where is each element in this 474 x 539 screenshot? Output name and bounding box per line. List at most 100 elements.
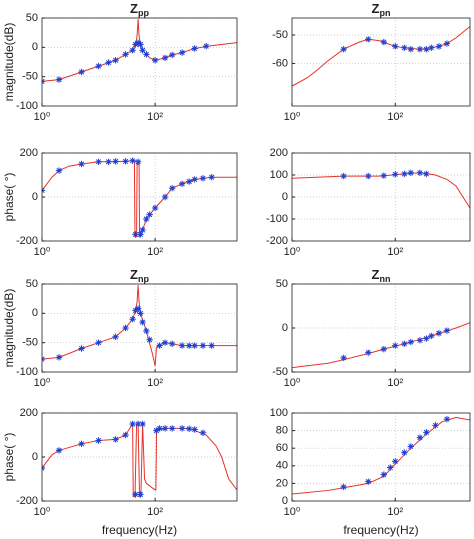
star-marker bbox=[380, 38, 388, 46]
star-marker bbox=[407, 169, 415, 176]
star-marker bbox=[423, 46, 430, 53]
y-tick-label: 100 bbox=[270, 407, 288, 419]
star-marker bbox=[95, 62, 102, 70]
star-marker bbox=[392, 458, 399, 465]
y-tick-label: -100 bbox=[16, 100, 38, 112]
y-tick-label: 0 bbox=[32, 41, 38, 53]
star-marker bbox=[78, 68, 85, 76]
x-tick-label: 10² bbox=[387, 246, 403, 258]
star-marker bbox=[146, 336, 153, 343]
star-marker bbox=[340, 46, 347, 53]
title-subscript: pn bbox=[379, 8, 390, 18]
star-marker bbox=[199, 175, 207, 182]
y-tick-label: -50 bbox=[22, 337, 38, 349]
subplot-title: Znp bbox=[130, 267, 149, 284]
subplot: 0 20 40 60 80 100 10⁰ 10² frequency(Hz) bbox=[270, 407, 471, 537]
star-marker bbox=[178, 342, 186, 349]
y-axis-label: magnitude(dB) bbox=[2, 23, 16, 102]
star-marker bbox=[380, 345, 388, 353]
plot-area bbox=[292, 413, 470, 501]
star-marker bbox=[137, 231, 144, 238]
plot-area bbox=[292, 284, 470, 372]
star-marker bbox=[387, 464, 394, 471]
star-marker bbox=[134, 305, 142, 312]
y-tick-label: 200 bbox=[20, 407, 38, 419]
star-marker bbox=[78, 345, 85, 352]
title-main: Z bbox=[372, 267, 380, 282]
y-tick-label: 200 bbox=[20, 147, 38, 159]
star-marker bbox=[132, 41, 139, 48]
star-marker bbox=[407, 443, 415, 450]
y-tick-label: 100 bbox=[270, 169, 288, 181]
star-marker bbox=[168, 425, 176, 432]
star-marker bbox=[139, 226, 146, 234]
y-tick-label: -200 bbox=[266, 235, 288, 247]
x-tick-label: 10² bbox=[387, 506, 403, 518]
star-marker bbox=[380, 172, 388, 179]
star-marker bbox=[185, 178, 193, 185]
star-marker bbox=[156, 342, 163, 349]
star-marker bbox=[139, 420, 146, 428]
star-marker bbox=[380, 471, 388, 478]
star-marker bbox=[191, 176, 198, 183]
star-marker bbox=[137, 491, 144, 498]
star-marker bbox=[401, 44, 408, 52]
star-marker bbox=[443, 415, 451, 423]
star-marker bbox=[407, 338, 415, 346]
title-subscript: np bbox=[138, 274, 149, 284]
star-marker bbox=[161, 425, 169, 432]
star-marker bbox=[129, 420, 136, 428]
star-marker bbox=[392, 171, 399, 178]
y-tick-label: -50 bbox=[272, 366, 288, 378]
y-tick-label: 0 bbox=[32, 191, 38, 203]
star-marker bbox=[129, 316, 136, 323]
star-marker bbox=[143, 327, 150, 335]
y-tick-label: 50 bbox=[26, 12, 38, 24]
star-marker bbox=[401, 170, 408, 178]
star-marker bbox=[416, 337, 424, 344]
star-marker bbox=[443, 40, 451, 47]
x-tick-label: 10⁰ bbox=[284, 111, 301, 123]
x-tick-label: 10⁰ bbox=[34, 377, 51, 389]
star-marker bbox=[199, 342, 207, 349]
x-tick-label: 10⁰ bbox=[34, 246, 51, 258]
star-marker bbox=[443, 327, 451, 334]
x-tick-label: 10² bbox=[387, 111, 403, 123]
star-marker bbox=[105, 59, 112, 66]
star-marker bbox=[191, 45, 198, 52]
y-tick-label: 50 bbox=[26, 278, 38, 290]
star-marker bbox=[153, 427, 160, 434]
star-marker bbox=[199, 429, 207, 436]
star-marker bbox=[392, 43, 399, 50]
star-marker bbox=[178, 425, 186, 432]
star-marker bbox=[122, 431, 129, 439]
axes-box bbox=[291, 412, 471, 502]
star-marker bbox=[139, 47, 146, 54]
star-marker bbox=[146, 211, 153, 218]
line bbox=[292, 26, 470, 87]
y-tick-label: -100 bbox=[16, 366, 38, 378]
star-marker bbox=[168, 185, 176, 192]
star-marker bbox=[423, 429, 430, 436]
star-marker bbox=[112, 57, 119, 64]
star-marker bbox=[340, 483, 347, 491]
y-tick-label: 60 bbox=[276, 442, 288, 454]
star-marker bbox=[143, 51, 150, 58]
subplot-title: Zpp bbox=[130, 1, 149, 18]
star-marker bbox=[407, 46, 415, 53]
subplot: -200 0 200 10⁰ 10² phase( °) frequency(Hz) bbox=[2, 407, 238, 537]
axes-box bbox=[291, 283, 471, 373]
subplot: -50 0 50 10⁰ 10² Znn bbox=[272, 267, 471, 389]
star-marker bbox=[95, 158, 102, 165]
star-marker bbox=[191, 342, 198, 349]
star-marker bbox=[137, 310, 144, 317]
subplot: -200 -100 0 100 200 10⁰ 10² bbox=[266, 147, 471, 258]
star-marker bbox=[151, 204, 159, 212]
star-marker bbox=[122, 51, 129, 58]
x-axis-label: frequency(Hz) bbox=[343, 523, 418, 537]
axes-box bbox=[41, 283, 238, 373]
y-tick-label: 0 bbox=[32, 451, 38, 463]
star-marker bbox=[78, 440, 85, 447]
star-marker bbox=[401, 340, 408, 348]
